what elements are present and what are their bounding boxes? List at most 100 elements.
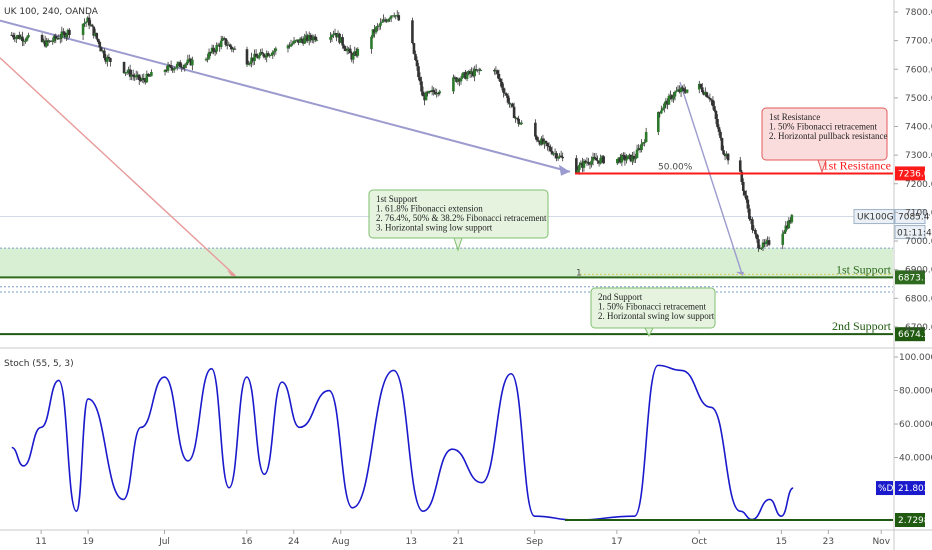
support-zone — [0, 248, 893, 278]
candle-up — [42, 40, 45, 42]
candle-up — [540, 138, 543, 145]
candle-up — [345, 49, 349, 52]
candle-up — [391, 15, 394, 17]
candle-down — [423, 96, 426, 101]
candle-up — [248, 62, 252, 64]
candle-down — [49, 40, 53, 42]
stoch-level-tag-bg — [895, 513, 925, 528]
candle-down — [559, 155, 563, 157]
candle-up — [634, 157, 637, 160]
candle-up — [329, 37, 332, 40]
candle-up — [59, 37, 62, 40]
candle-down — [421, 91, 425, 97]
candle-down — [350, 53, 354, 60]
candle-down — [229, 44, 232, 47]
candle-down — [383, 19, 387, 21]
candle-down — [544, 140, 548, 143]
candle-down — [623, 155, 627, 161]
candle-up — [51, 41, 55, 43]
candle-down — [581, 162, 584, 168]
time-tick-label: 16 — [241, 537, 253, 547]
candle-up — [22, 40, 26, 42]
candle-up — [782, 231, 786, 234]
candle-up — [289, 44, 293, 47]
stoch-d-line — [11, 364, 794, 521]
stoch-tick-label: 40.0000 — [899, 454, 932, 464]
price-tick-label: 7000.0 — [905, 237, 932, 247]
symbol-tag-bg — [853, 209, 895, 225]
fib-50-label: 50.00% — [658, 162, 693, 172]
candle-up — [89, 24, 92, 26]
candle-down — [681, 87, 684, 89]
candle-down — [701, 87, 704, 93]
last-price-tag: 7085.4 — [898, 213, 930, 223]
price-tick-label: 7200.0 — [905, 180, 932, 190]
candle-up — [65, 34, 68, 38]
candle-up — [790, 214, 794, 223]
candle-down — [301, 40, 305, 44]
candle-up — [461, 73, 464, 79]
fib-extension-line — [0, 57, 236, 276]
candle-down — [508, 102, 511, 104]
candle-down — [458, 78, 461, 82]
candle-up — [127, 69, 130, 73]
candle-down — [426, 92, 429, 94]
candle-up — [479, 69, 483, 71]
candle-up — [424, 92, 428, 101]
candle-up — [93, 32, 97, 36]
candle-up — [382, 19, 385, 22]
candle-up — [672, 96, 675, 100]
candle-up — [186, 59, 190, 64]
candle-up — [427, 91, 431, 93]
candle-down — [474, 69, 478, 71]
candle-up — [509, 103, 513, 105]
candle-up — [470, 71, 473, 74]
fib-retracement-line — [679, 81, 743, 275]
resistance-price-tag: 7236.0 — [898, 169, 930, 179]
candle-up — [599, 157, 602, 164]
candle-down — [555, 153, 558, 159]
candle-down — [54, 35, 58, 39]
candle-up — [15, 36, 18, 40]
candle-down — [107, 56, 111, 59]
candle-up — [19, 36, 23, 39]
candle-down — [139, 80, 143, 82]
resistance-note-line: 2. Horizontal pullback resistance — [769, 131, 887, 141]
candle-up — [395, 15, 399, 17]
candle-down — [711, 100, 715, 107]
candle-down — [109, 58, 112, 62]
candle-up — [697, 83, 701, 90]
candle-down — [464, 72, 467, 79]
candle-down — [43, 40, 47, 47]
candle-down — [720, 138, 724, 151]
candle-down — [169, 65, 173, 69]
candle-up — [518, 123, 522, 125]
candle-down — [719, 131, 722, 139]
first-support-note-pointer — [453, 237, 463, 252]
candle-up — [136, 74, 140, 76]
candle-down — [96, 38, 100, 43]
candle-down — [40, 35, 44, 42]
candle-up — [394, 15, 398, 17]
candle-down — [587, 161, 590, 164]
candle-up — [253, 53, 256, 62]
candle-down — [741, 181, 745, 191]
fib-retracement-arrowhead — [736, 271, 744, 276]
candle-down — [547, 146, 551, 148]
candle-down — [716, 119, 719, 128]
candle-up — [438, 91, 442, 94]
candle-down — [18, 35, 21, 39]
candle-up — [356, 48, 360, 56]
downtrend-arrowhead — [559, 164, 570, 176]
price-tick-label: 7400.0 — [905, 123, 932, 133]
candles-layer[interactable] — [10, 10, 794, 252]
candle-down — [254, 53, 258, 57]
candle-down — [90, 24, 94, 27]
candle-down — [497, 73, 501, 79]
candle-up — [704, 92, 707, 95]
candle-down — [496, 70, 499, 74]
candle-up — [268, 55, 272, 57]
candle-up — [259, 51, 262, 56]
candle-down — [708, 97, 712, 100]
